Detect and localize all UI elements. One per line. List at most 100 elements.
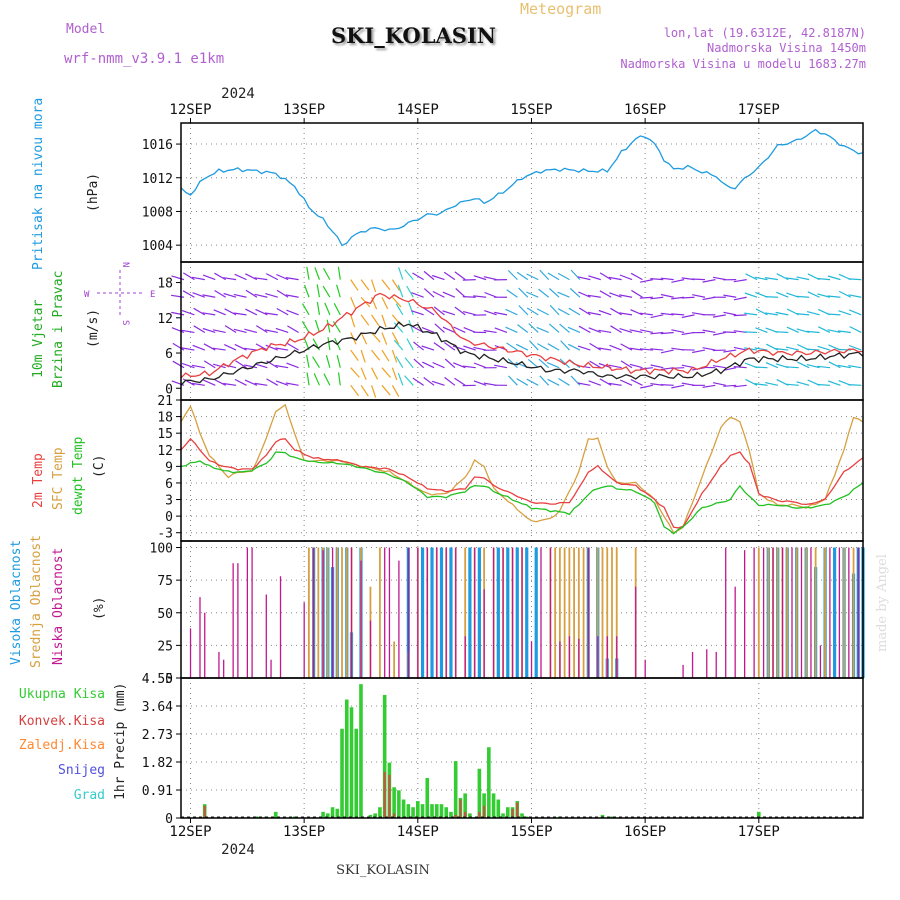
wind-barb-300 (608, 276, 622, 281)
day-label-top-1: 13SEP (283, 102, 325, 118)
wind-barb-57 (254, 363, 268, 369)
wind-barb-255 (548, 323, 560, 333)
wind-barb-412 (776, 273, 789, 281)
precip-total-bar-25 (411, 807, 415, 818)
low-cloud-bar-55 (762, 547, 765, 678)
wind-barb-162 (413, 358, 425, 369)
bottom-station: SKI_KOLASIN (336, 863, 430, 878)
wind-barb-277 (578, 307, 591, 316)
mid-cloud-bar-39 (615, 547, 618, 678)
wind-barb-181 (432, 274, 445, 281)
wind-barb-33 (214, 289, 226, 298)
low-cloud-bar-23 (417, 547, 419, 678)
wind-barb-367 (712, 331, 726, 336)
day-label-bottom-1: 13SEP (283, 824, 325, 840)
wind-barb-231 (516, 378, 529, 386)
ytick-label-precip-4: 3.64 (142, 700, 173, 715)
wind-barb-262 (559, 323, 570, 333)
wind-barb-287 (599, 378, 612, 386)
wind-speed-line (180, 321, 864, 386)
temp-unit: (C) (92, 455, 107, 478)
wind-barb-182 (444, 376, 456, 386)
wind-barb-1 (172, 360, 185, 369)
precip-conv-bar-6 (463, 811, 467, 818)
wind-barb-125 (360, 279, 370, 291)
wind-barb-240 (528, 340, 539, 351)
wind-barb-139 (381, 279, 391, 291)
wind-barb-400 (765, 362, 779, 369)
wind-barb-188 (443, 271, 456, 281)
wind-barb-53 (245, 308, 258, 316)
wind-barb-284 (587, 311, 601, 316)
precip-conv-bar-10 (516, 802, 519, 818)
low-cloud-bar-27 (455, 547, 457, 678)
wind-barb-205 (473, 346, 487, 351)
mid-cloud-bar-47 (795, 547, 798, 678)
low-cloud-bar-5 (232, 563, 234, 678)
low-cloud-bar-2 (204, 612, 206, 678)
precip-total-bar-52 (610, 816, 614, 818)
wind-barb-390 (744, 292, 758, 298)
precip-total-bar-26 (416, 801, 420, 818)
model-elevation-text: Nadmorska Visina u modelu 1683.27m (620, 57, 866, 71)
model-name: wrf-nmm_v3.9.1 e1km (64, 51, 224, 67)
wind-barb-444 (827, 329, 841, 334)
wind-barb-326 (650, 314, 664, 319)
wind-barb-364 (712, 382, 726, 386)
day-label-bottom-2: 14SEP (397, 824, 439, 840)
wind-barb-416 (786, 326, 799, 334)
wind-barb-166 (411, 292, 424, 298)
wind-barb-128 (371, 349, 381, 361)
precip-total-bar-5 (292, 816, 297, 818)
wind-barb-59 (255, 325, 268, 333)
wind-barb-435 (817, 365, 831, 369)
wind-barb-442 (828, 361, 841, 369)
wind-barb-238 (526, 378, 539, 386)
wind-barb-27 (202, 274, 216, 281)
wind-barb-89 (303, 284, 310, 298)
wind-barb-104 (322, 268, 331, 280)
wind-barb-321 (639, 279, 653, 283)
wind-barb-134 (381, 367, 391, 378)
wind-barb-224 (508, 375, 518, 386)
wind-barb-24 (202, 327, 216, 334)
wind-barb-159 (406, 285, 414, 298)
wind-barb-237 (516, 271, 529, 281)
low-cloud-bar-8 (251, 547, 253, 678)
ytick-label-clouds-2: 50 (157, 607, 173, 622)
wind-barb-142 (391, 349, 398, 363)
ytick-label-precip-1: 0.91 (142, 784, 173, 799)
elevation-text: Nadmorska Visina 1450m (707, 41, 866, 55)
wind-barb-144 (391, 314, 402, 326)
wind-barb-105 (337, 372, 341, 386)
low-cloud-bar-36 (540, 547, 542, 678)
ytick-label-temperature-6: 15 (157, 427, 173, 442)
wind-barb-23 (203, 343, 216, 351)
wind-barb-431 (806, 311, 820, 316)
wind-barb-241 (528, 323, 539, 333)
wind-barb-177 (433, 342, 445, 351)
wind-barb-439 (817, 293, 831, 298)
wind-barb-81 (286, 309, 299, 316)
precip-conv-bar-0 (203, 805, 206, 818)
wind-barb-141 (391, 367, 398, 381)
precip-total-bar-43 (496, 799, 501, 818)
wind-barb-311 (629, 329, 643, 334)
low-cloud-bar-29 (474, 547, 476, 678)
wind-barb-383 (733, 296, 747, 301)
high-cloud-bar-14 (477, 547, 481, 678)
wind-barb-360 (702, 329, 716, 334)
low-cloud-bar-20 (388, 547, 391, 678)
wind-barb-46 (233, 312, 247, 316)
wind-barb-173 (423, 288, 435, 298)
high-cloud-label: Visoka Oblacnost (9, 540, 24, 665)
wind-barb-148 (395, 356, 404, 369)
precip-total-bar-22 (397, 790, 401, 818)
wind-barb-14 (191, 382, 205, 386)
precip-total-bar-16 (368, 814, 373, 818)
precip-total-bar-33 (449, 811, 453, 818)
wind-barb-405 (765, 277, 779, 281)
ytick-label-temperature-7: 18 (157, 411, 173, 426)
low-cloud-bar-64 (848, 547, 850, 678)
wind-barb-449 (837, 364, 851, 369)
